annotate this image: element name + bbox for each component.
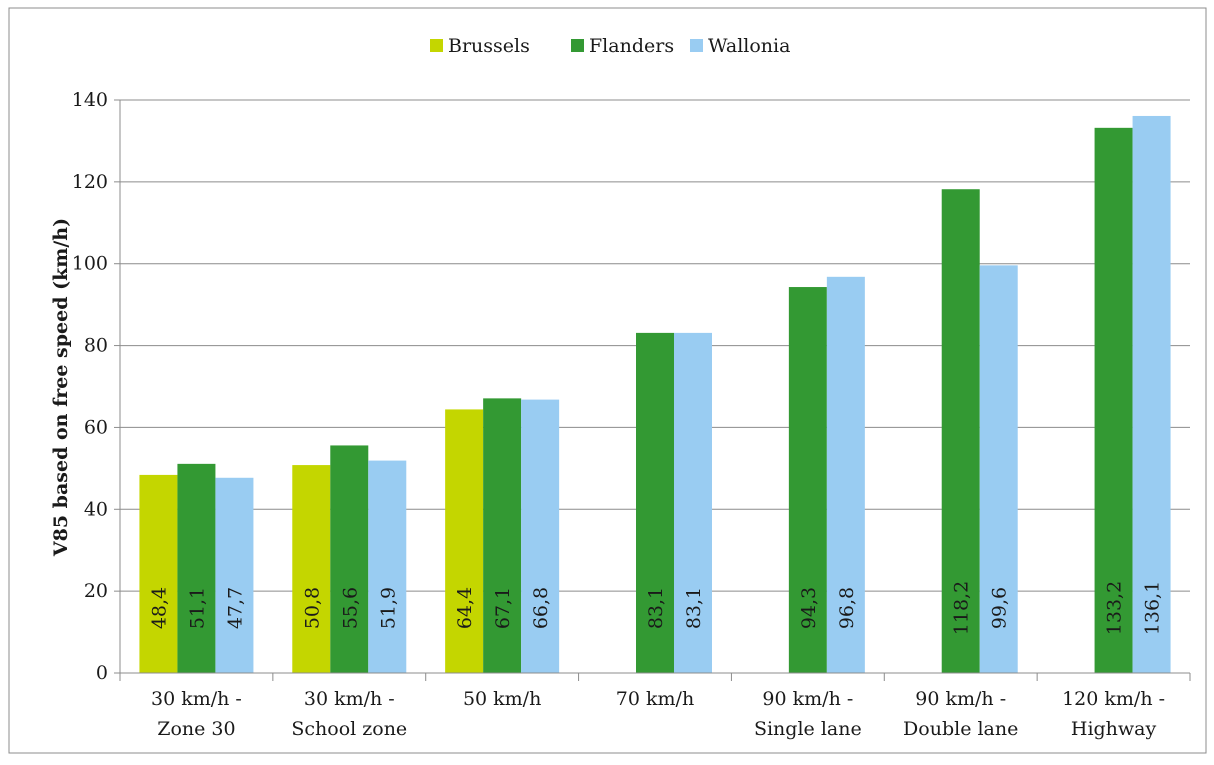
data-label: 99,6 <box>989 587 1011 629</box>
bar-flanders <box>177 464 215 673</box>
x-category-label: 90 km/h - <box>915 688 1006 710</box>
bar-flanders <box>330 445 368 673</box>
bar-wallonia <box>521 400 559 673</box>
bar-wallonia <box>215 478 253 673</box>
y-tick-label: 40 <box>84 498 108 520</box>
data-label: 47,7 <box>224 587 246 629</box>
data-label: 51,1 <box>186 587 208 629</box>
y-tick-label: 60 <box>84 416 108 438</box>
legend: Brussels Flanders Wallonia <box>430 35 790 57</box>
x-category-label: Highway <box>1071 718 1157 740</box>
x-category-label: 120 km/h - <box>1062 688 1165 710</box>
y-tick-label: 120 <box>72 171 108 193</box>
data-label: 94,3 <box>798 587 820 629</box>
data-label: 96,8 <box>836 587 858 629</box>
legend-label-flanders: Flanders <box>589 35 674 57</box>
y-tick-label: 0 <box>96 662 108 684</box>
data-label: 136,1 <box>1142 581 1164 635</box>
y-axis-title: V85 based on free speed (km/h) <box>50 218 72 557</box>
data-label: 83,1 <box>645 587 667 629</box>
data-label: 83,1 <box>683 587 705 629</box>
bar-wallonia <box>368 461 406 673</box>
legend-swatch-flanders <box>571 39 584 52</box>
x-category-label: 30 km/h - <box>304 688 395 710</box>
bar-brussels <box>445 409 483 673</box>
data-label: 50,8 <box>301 587 323 629</box>
data-label: 55,6 <box>339 587 361 629</box>
data-label: 64,4 <box>454 587 476 629</box>
legend-swatch-wallonia <box>690 39 703 52</box>
x-category-label: 90 km/h - <box>762 688 853 710</box>
y-tick-label: 20 <box>84 580 108 602</box>
data-label: 67,1 <box>492 587 514 629</box>
data-label: 66,8 <box>530 587 552 629</box>
y-tick-label: 80 <box>84 335 108 357</box>
x-category-label: Single lane <box>754 718 862 740</box>
data-label: 51,9 <box>377 587 399 629</box>
bar-brussels <box>292 465 330 673</box>
legend-label-brussels: Brussels <box>448 35 530 57</box>
x-category-label: 70 km/h <box>616 688 694 710</box>
x-category-label: Zone 30 <box>157 718 235 740</box>
x-category-label: 50 km/h <box>463 688 541 710</box>
y-tick-label: 140 <box>72 89 108 111</box>
data-label: 48,4 <box>148 587 170 629</box>
y-tick-label: 100 <box>72 253 108 275</box>
data-label: 133,2 <box>1104 581 1126 635</box>
bar-brussels <box>139 475 177 673</box>
legend-swatch-brussels <box>430 39 443 52</box>
x-category-label: Double lane <box>903 718 1018 740</box>
legend-label-wallonia: Wallonia <box>708 35 790 57</box>
data-label: 118,2 <box>951 581 973 635</box>
x-category-label: School zone <box>291 718 407 740</box>
bar-flanders <box>483 398 521 673</box>
x-category-label: 30 km/h - <box>151 688 242 710</box>
